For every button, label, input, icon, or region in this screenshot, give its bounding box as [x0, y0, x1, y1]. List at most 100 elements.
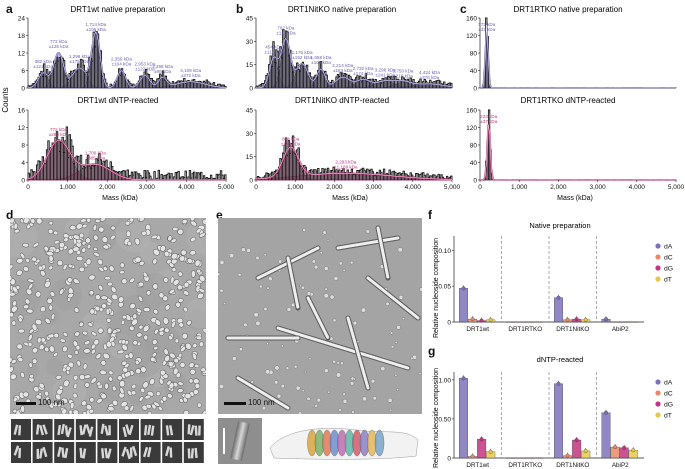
y-tick-label: 0.10 [438, 248, 451, 255]
legend-label: dA [664, 244, 673, 251]
particle [266, 343, 268, 345]
peak-annotation-sd: ±174 kDa [353, 71, 373, 76]
class-average-tile [54, 442, 74, 463]
panel-c-bottom-title: DRT1RTKO dNTP-reacted [521, 96, 616, 105]
peak-annotation-sd: ±376 kDa [420, 75, 440, 80]
particle [395, 374, 397, 376]
particle [317, 398, 321, 402]
particle [373, 396, 377, 400]
particle [351, 377, 354, 380]
particle [138, 282, 144, 287]
class-average-density [130, 447, 133, 457]
particle [396, 389, 398, 391]
particle [219, 384, 224, 389]
particle [294, 365, 297, 368]
particle [104, 383, 108, 389]
gaussian-component [480, 125, 676, 180]
legend-label: dA [664, 380, 673, 387]
particle [264, 307, 268, 311]
data-point [480, 437, 484, 441]
particle [277, 394, 281, 398]
particle [117, 375, 122, 380]
class-average-tile [11, 419, 31, 440]
x-tick-label: 4,000 [629, 184, 646, 191]
filament-model-render [266, 418, 422, 464]
bar [477, 439, 486, 458]
particle [281, 384, 285, 388]
class-average-tile [33, 442, 53, 463]
particle [343, 393, 346, 396]
peak-annotation-sd: ±183 kDa [333, 68, 353, 73]
class-average-tile [184, 442, 204, 463]
peak-annotation-sd: ±175 kDa [70, 59, 90, 64]
y-tick-label: 0 [21, 178, 25, 185]
stain-patch [46, 358, 63, 375]
peak-annotation-sd: ±33 kDa [478, 27, 496, 32]
particle [190, 369, 196, 375]
y-tick-label: 18 [18, 33, 26, 40]
particle [267, 287, 270, 290]
particle [330, 295, 334, 299]
data-point [557, 382, 561, 386]
legend-label: dT [664, 413, 672, 420]
bar [554, 384, 563, 458]
particle [191, 270, 195, 277]
particle [86, 218, 90, 222]
particle [361, 308, 366, 313]
particle [239, 348, 242, 351]
category-label: DRT1NitKO [556, 462, 589, 468]
x-tick-label: 2,000 [99, 184, 116, 191]
y-tick-label: 1.00 [438, 377, 451, 384]
particle [23, 392, 29, 398]
data-point [613, 445, 617, 449]
particle [300, 285, 302, 287]
histogram [480, 18, 676, 88]
legend-swatch [655, 254, 660, 259]
particle [143, 307, 150, 311]
particle [350, 381, 354, 385]
particle [325, 288, 328, 291]
x-tick-label: 2,000 [326, 184, 343, 191]
particle [119, 380, 125, 387]
data-point [584, 318, 588, 322]
particle [395, 341, 397, 343]
particle [122, 279, 128, 284]
legend-label: dC [664, 391, 673, 398]
panel-a-xlabel: Mass (kDa) [102, 195, 138, 202]
particle [324, 266, 328, 270]
data-point [631, 448, 635, 452]
peak-annotation-sd: ±121 kDa [33, 64, 53, 69]
panel-a-ylabel: Counts [1, 87, 10, 112]
peak-annotation-sd: ±98 kDa [154, 69, 172, 74]
y-tick-label: 80 [470, 51, 478, 58]
particle [172, 227, 178, 231]
particle [286, 367, 289, 370]
y-tick-label: 6 [21, 68, 25, 75]
class-average-tile [184, 419, 204, 440]
histogram [480, 110, 676, 180]
em-micrograph-e: 100 nm [218, 218, 422, 414]
category-label: DRT1RTKO [508, 326, 542, 333]
class-average-tile [76, 419, 96, 440]
y-tick-label: 0.05 [438, 284, 451, 291]
particle [399, 295, 403, 299]
particle [328, 391, 330, 393]
particle [238, 273, 241, 276]
peak-annotation-sd: ±195 kDa [281, 141, 301, 146]
model-subunit [375, 430, 384, 456]
particle [337, 362, 340, 365]
particle [90, 309, 95, 315]
peak-annotation-sd: ±111 kDa [264, 49, 283, 54]
scalebar-e [224, 402, 246, 405]
particle [73, 246, 80, 251]
panel-b-xlabel: Mass (kDa) [332, 195, 368, 202]
particle [390, 332, 393, 335]
particle [120, 263, 125, 269]
legend-swatch [655, 412, 660, 417]
panel-c-top-title: DRT1RTKO native preparation [513, 5, 622, 14]
class-average-tile [76, 442, 96, 463]
peak-annotation-sd: ±385 kDa [85, 155, 105, 160]
particle [181, 250, 186, 255]
